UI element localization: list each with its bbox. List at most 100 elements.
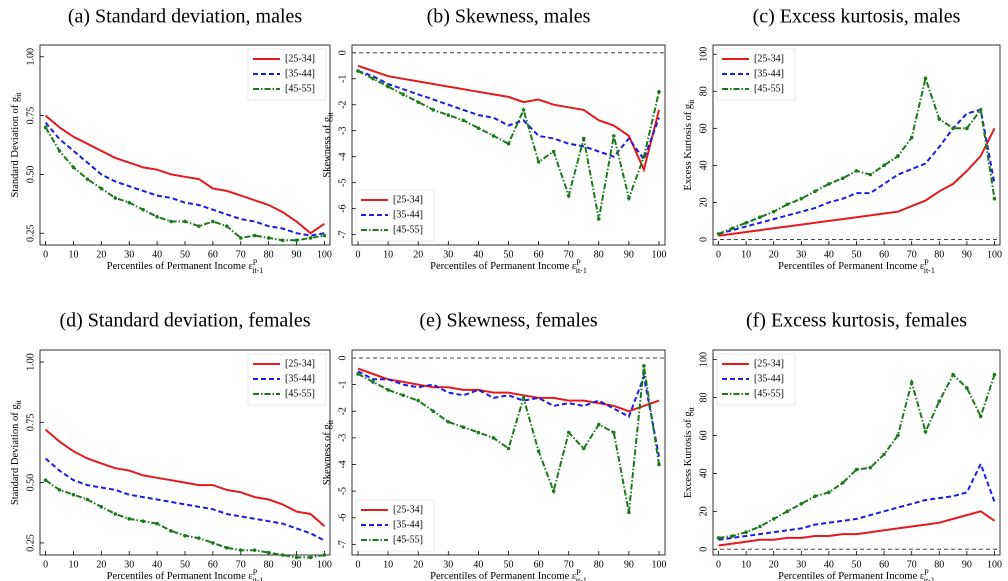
- point: [896, 154, 900, 158]
- x-tick-label: 90: [624, 559, 634, 570]
- point: [951, 126, 955, 131]
- point: [730, 534, 735, 538]
- point: [813, 189, 817, 194]
- series-line: [357, 70, 660, 220]
- x-axis-label-sub: it-1: [924, 576, 935, 581]
- legend-label: [35-44]: [754, 68, 784, 79]
- point: [827, 490, 831, 495]
- point: [840, 481, 845, 485]
- y-axis-label-sub: it: [326, 419, 335, 424]
- point: [744, 530, 748, 535]
- x-axis-label-text: Percentiles of Permanent Income ε: [778, 571, 925, 581]
- point: [799, 501, 804, 506]
- point: [446, 113, 451, 117]
- point: [211, 541, 215, 545]
- point: [716, 232, 721, 236]
- point: [868, 172, 873, 177]
- legend-label: [25-34]: [285, 53, 315, 64]
- point: [294, 238, 299, 243]
- x-axis-label-text: Percentiles of Permanent Income ε: [778, 261, 925, 272]
- point: [506, 141, 511, 146]
- x-tick-label: 90: [292, 249, 302, 260]
- y-axis-label: Excess Kurtosis of git: [683, 99, 695, 191]
- point: [937, 117, 942, 121]
- point: [211, 219, 215, 224]
- x-tick-label: 50: [180, 249, 190, 260]
- point: [183, 219, 187, 224]
- point: [401, 393, 405, 398]
- x-tick-label: 0: [716, 249, 721, 260]
- point: [476, 126, 481, 130]
- point: [446, 420, 451, 424]
- point: [758, 524, 762, 529]
- series-line: [357, 70, 660, 162]
- point: [386, 388, 390, 392]
- y-tick-label: -4: [337, 460, 348, 468]
- point: [266, 550, 271, 555]
- point: [642, 364, 646, 368]
- point: [127, 200, 132, 205]
- y-tick-label: -7: [337, 540, 348, 548]
- x-tick-label: 50: [180, 559, 190, 570]
- legend-label: [45-55]: [393, 534, 423, 545]
- x-tick-label: 30: [796, 249, 806, 260]
- legend-label: [25-34]: [393, 504, 423, 515]
- x-axis-label-sub: it-1: [252, 576, 263, 581]
- point: [71, 165, 76, 170]
- point: [141, 207, 145, 212]
- point: [771, 209, 776, 214]
- point: [294, 555, 299, 560]
- point: [785, 202, 790, 207]
- panel: (b) Skewness, males 0 10 20 30 40 50 60 70 80 90 10…: [322, 6, 666, 275]
- legend: [25-34] [35-44] [45-55]: [355, 189, 435, 242]
- y-tick-label: 100: [698, 47, 709, 62]
- x-axis-label-sup: P: [253, 258, 258, 267]
- point: [923, 429, 928, 434]
- y-tick-label: -5: [337, 178, 348, 186]
- x-tick-label: 60: [534, 249, 544, 260]
- point: [141, 519, 145, 524]
- point: [431, 409, 436, 414]
- y-tick-label: 0: [698, 237, 709, 242]
- x-tick-label: 0: [356, 559, 361, 570]
- point: [566, 193, 571, 198]
- x-tick-label: 70: [236, 249, 246, 260]
- x-tick-label: 40: [473, 559, 483, 570]
- legend-label: [25-34]: [754, 358, 784, 369]
- x-tick-label: 0: [716, 559, 721, 570]
- x-tick-label: 20: [96, 559, 106, 570]
- point: [416, 100, 421, 104]
- x-axis-label: Percentiles of Permanent Income εP it-1: [430, 568, 587, 581]
- point: [730, 226, 735, 231]
- point: [506, 446, 511, 451]
- point: [937, 399, 942, 404]
- x-tick-label: 100: [317, 249, 332, 260]
- x-axis-label: Percentiles of Permanent Income εP it-1: [778, 258, 935, 275]
- x-tick-label: 70: [236, 559, 246, 570]
- y-tick-label: -3: [337, 127, 348, 135]
- point: [896, 433, 900, 438]
- point: [978, 108, 983, 112]
- x-axis-label-text: Percentiles of Permanent Income ε: [430, 571, 577, 581]
- point: [612, 430, 616, 435]
- y-axis-label: Skewness of git: [322, 419, 334, 485]
- x-tick-label: 20: [96, 249, 106, 260]
- point: [551, 149, 556, 154]
- point: [308, 555, 313, 560]
- x-tick-label: 20: [413, 559, 423, 570]
- point: [521, 396, 526, 400]
- point: [868, 465, 873, 470]
- point: [799, 196, 804, 201]
- x-tick-label: 70: [564, 249, 574, 260]
- panel-title: (a) Standard deviation, males: [68, 6, 303, 28]
- series-line: [357, 64, 660, 173]
- y-tick-label: -1: [337, 75, 348, 83]
- x-axis-label-text: Percentiles of Permanent Income ε: [107, 571, 254, 581]
- panel-title: (f) Excess kurtosis, females: [746, 310, 967, 332]
- point: [581, 136, 586, 141]
- y-tick-label: 1.00: [25, 48, 36, 66]
- x-axis-label-sub: it-1: [576, 266, 587, 275]
- point: [476, 430, 481, 435]
- point: [238, 548, 243, 552]
- series-line: [357, 370, 660, 457]
